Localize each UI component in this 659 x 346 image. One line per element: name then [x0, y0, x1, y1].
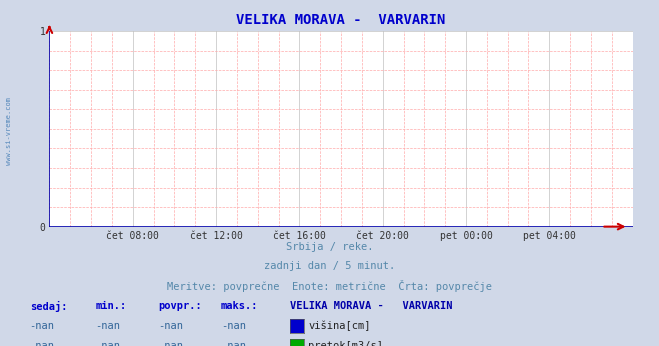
Text: zadnji dan / 5 minut.: zadnji dan / 5 minut.: [264, 261, 395, 271]
Text: -nan: -nan: [221, 342, 246, 346]
Text: pretok[m3/s]: pretok[m3/s]: [308, 342, 384, 346]
Text: -nan: -nan: [158, 342, 183, 346]
Text: -nan: -nan: [30, 342, 55, 346]
Text: -nan: -nan: [158, 321, 183, 331]
Text: maks.:: maks.:: [221, 301, 258, 311]
Text: min.:: min.:: [96, 301, 127, 311]
Text: povpr.:: povpr.:: [158, 301, 202, 311]
Text: sedaj:: sedaj:: [30, 301, 67, 312]
Text: -nan: -nan: [221, 321, 246, 331]
Text: višina[cm]: višina[cm]: [308, 321, 371, 331]
Text: -nan: -nan: [96, 321, 121, 331]
Text: -nan: -nan: [30, 321, 55, 331]
Text: VELIKA MORAVA -   VARVARIN: VELIKA MORAVA - VARVARIN: [290, 301, 453, 311]
Title: VELIKA MORAVA -  VARVARIN: VELIKA MORAVA - VARVARIN: [237, 13, 445, 27]
Text: Meritve: povprečne  Enote: metrične  Črta: povprečje: Meritve: povprečne Enote: metrične Črta:…: [167, 280, 492, 292]
Text: www.si-vreme.com: www.si-vreme.com: [5, 98, 12, 165]
Text: -nan: -nan: [96, 342, 121, 346]
Text: Srbija / reke.: Srbija / reke.: [286, 242, 373, 252]
